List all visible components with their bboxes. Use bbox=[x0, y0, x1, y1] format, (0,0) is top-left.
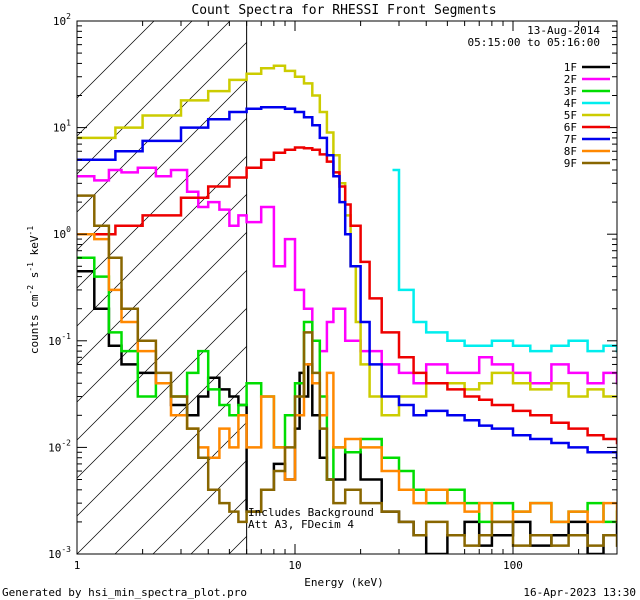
plot-frame bbox=[76, 20, 618, 555]
hatch-line bbox=[77, 21, 155, 99]
y-tick-label: 10-2 bbox=[48, 438, 71, 454]
series-line-9f bbox=[77, 194, 617, 547]
hatch-line bbox=[77, 21, 193, 137]
hatch-line bbox=[77, 155, 247, 327]
date-label: 13-Aug-2014 bbox=[527, 24, 600, 37]
timestamp-footer: 16-Apr-2023 13:30 bbox=[523, 586, 636, 599]
y-tick-label: 101 bbox=[53, 119, 71, 135]
series-line-3f bbox=[77, 256, 617, 524]
legend-label-3f: 3F bbox=[564, 85, 577, 98]
hatch-line bbox=[77, 21, 231, 175]
series-line-6f bbox=[77, 146, 617, 445]
hatch-line bbox=[77, 307, 247, 479]
legend-label-1f: 1F bbox=[564, 61, 577, 74]
y-tick-label: 10-1 bbox=[48, 332, 71, 348]
legend-label-7f: 7F bbox=[564, 133, 577, 146]
attenuator-note: Att A3, FDecim 4 bbox=[248, 518, 354, 531]
legend-label-5f: 5F bbox=[564, 109, 577, 122]
y-axis-label: counts cm-2 s-1 keV-1 bbox=[26, 226, 41, 354]
x-tick-label: 1 bbox=[74, 559, 81, 572]
legend-label-4f: 4F bbox=[564, 97, 577, 110]
x-axis-label: Energy (keV) bbox=[304, 576, 383, 589]
series-layer bbox=[77, 64, 617, 554]
y-tick-label: 100 bbox=[53, 225, 71, 241]
hatch-line bbox=[77, 345, 247, 517]
hatch-line bbox=[77, 231, 247, 403]
x-tick-label: 100 bbox=[503, 559, 523, 572]
series-line-7f bbox=[77, 106, 617, 459]
legend-label-6f: 6F bbox=[564, 121, 577, 134]
legend-label-9f: 9F bbox=[564, 157, 577, 170]
legend-label-8f: 8F bbox=[564, 145, 577, 158]
hatch-line bbox=[77, 193, 247, 365]
legend-label-2f: 2F bbox=[564, 73, 577, 86]
hatch-line bbox=[114, 421, 247, 554]
x-tick-label: 10 bbox=[288, 559, 301, 572]
hatch-line bbox=[77, 383, 247, 554]
attenuator-hatch-region bbox=[77, 21, 248, 554]
y-tick-label: 102 bbox=[53, 12, 71, 28]
hatch-line bbox=[77, 117, 247, 289]
series-line-4f bbox=[392, 168, 617, 353]
time-range-label: 05:15:00 to 05:16:00 bbox=[468, 36, 600, 49]
hatch-line bbox=[77, 41, 247, 213]
y-tick-label: 10-3 bbox=[48, 545, 71, 561]
chart-title: Count Spectra for RHESSI Front Segments bbox=[191, 3, 496, 18]
generated-by-footer: Generated by hsi_min_spectra_plot.pro bbox=[2, 586, 247, 599]
background-note: Includes Background bbox=[248, 506, 374, 519]
